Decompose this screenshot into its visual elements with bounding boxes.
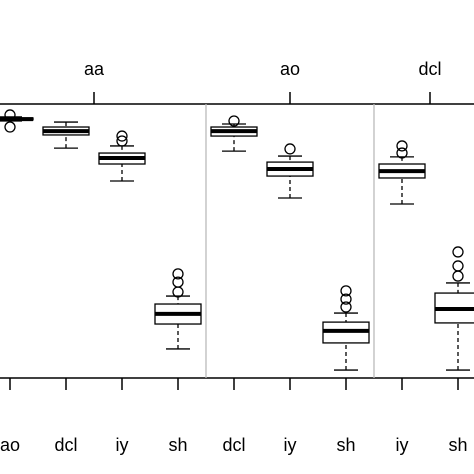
x-tick-label: sh (168, 435, 187, 455)
x-tick-label: sh (448, 435, 467, 455)
x-tick-label: sh (336, 435, 355, 455)
x-tick-label: iy (284, 435, 297, 455)
outlier (396, 140, 408, 152)
x-tick-label: iy (396, 435, 409, 455)
outlier (340, 301, 352, 313)
outlier (452, 246, 464, 258)
outlier (452, 260, 464, 272)
outlier (172, 276, 184, 288)
outlier (116, 135, 128, 147)
outlier (172, 268, 184, 280)
x-tick-label: iy (116, 435, 129, 455)
panel-label: ao (280, 59, 300, 79)
outlier (4, 121, 16, 133)
x-tick-label: dcl (54, 435, 77, 455)
panel-label: aa (84, 59, 105, 79)
outlier (4, 109, 16, 121)
x-tick-label: ao (0, 435, 20, 455)
x-tick-label: dcl (222, 435, 245, 455)
outlier (228, 115, 240, 127)
outlier (340, 293, 352, 305)
outlier (340, 285, 352, 297)
outlier (284, 143, 296, 155)
outlier (396, 147, 408, 159)
panel-label: dcl (418, 59, 441, 79)
outlier (116, 130, 128, 142)
outlier (452, 270, 464, 282)
